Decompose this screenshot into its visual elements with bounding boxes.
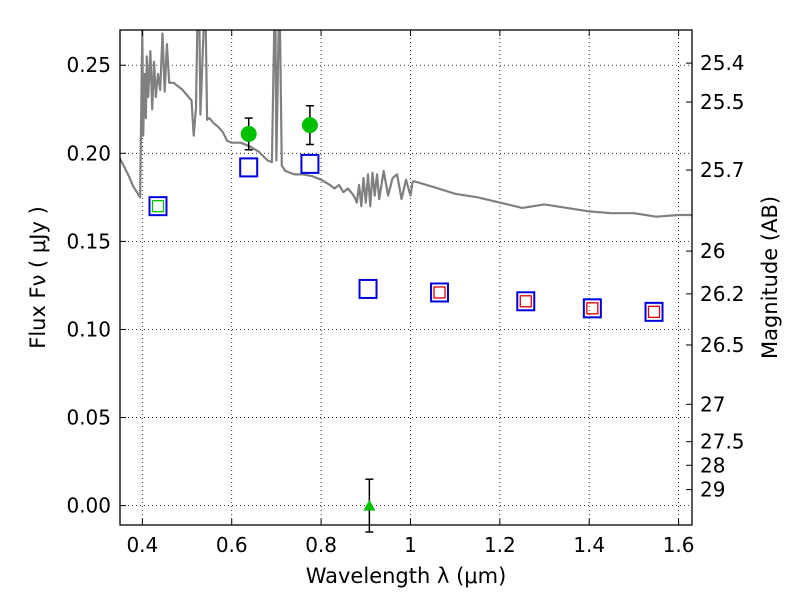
data-point-square [148,196,168,217]
x-tick-label: 0.4 [126,533,158,557]
mag-tick-label: 27.5 [700,430,745,454]
mag-tick-label: 28 [700,453,725,477]
mag-tick-label: 29 [700,478,725,502]
data-point-square-small [647,305,661,319]
mag-tick-label: 25.4 [700,51,745,75]
data-point-square-small [433,286,446,299]
data-point-circle [240,125,257,142]
data-point-square-small [586,302,599,315]
x-tick-label: 1 [404,533,417,557]
x-axis-label: Wavelength λ (μm) [306,564,507,588]
data-point-square-small [519,295,532,308]
y-tick-label: 0.10 [66,317,111,341]
x-tick-label: 1.4 [573,533,605,557]
photometry-points [148,104,664,533]
mag-tick-label: 26.2 [700,282,745,306]
data-point-square [644,301,664,322]
mag-tick-label: 27 [700,392,725,416]
mag-tick-label: 26.5 [700,333,745,357]
data-point-square [430,282,450,303]
model-spectrum [120,30,692,218]
x-tick-label: 1.2 [484,533,516,557]
plot-frame [119,29,693,526]
data-point-triangle [363,499,376,511]
data-point-circle [301,117,318,134]
data-point-square [300,153,320,174]
data-point-square [516,291,536,312]
y-tick-label: 0.05 [66,406,111,430]
data-point-square [358,278,378,299]
axis-ticks: 0.4 0.6 0.8 1 1.2 1.4 1.6 0.00 0.05 0.10 0.15 0.20 0… [66,30,745,557]
y-tick-label: 0.20 [66,141,111,165]
y2-axis-label: Magnitude (AB) [758,196,782,359]
data-point-square-small [151,200,165,213]
mag-tick-label: 25.7 [700,158,745,182]
model-spectrum-line [120,30,692,218]
y-axis-label: Flux Fν ( μJy ) [26,206,50,349]
y-tick-label: 0.25 [66,53,111,77]
mag-tick-label: 25.5 [700,90,745,114]
grid [120,30,692,525]
y-tick-label: 0.00 [66,494,111,518]
x-tick-label: 1.6 [663,533,695,557]
data-point-square [239,157,259,178]
x-tick-label: 0.8 [305,533,337,557]
data-point-square [582,298,602,319]
x-tick-label: 0.6 [216,533,248,557]
mag-tick-label: 26 [700,239,725,263]
y-tick-label: 0.15 [66,229,111,253]
